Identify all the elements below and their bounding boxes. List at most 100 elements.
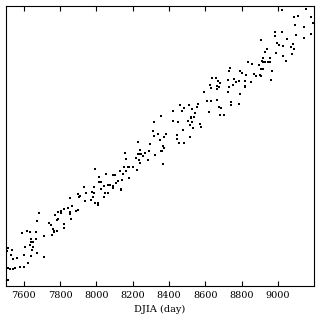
- Point: [273, 29, 278, 35]
- Point: [98, 179, 103, 184]
- Point: [213, 75, 219, 80]
- Point: [221, 113, 227, 118]
- Point: [263, 49, 268, 54]
- Point: [249, 61, 254, 67]
- Point: [28, 242, 33, 247]
- Point: [113, 172, 118, 177]
- Point: [103, 191, 108, 196]
- Point: [101, 195, 106, 200]
- Point: [274, 51, 279, 56]
- Point: [113, 172, 118, 177]
- Point: [151, 120, 156, 125]
- Point: [180, 127, 185, 132]
- Point: [135, 151, 140, 156]
- Point: [123, 157, 128, 162]
- Point: [236, 78, 241, 84]
- Point: [90, 194, 95, 199]
- Point: [209, 75, 214, 80]
- Point: [253, 73, 258, 78]
- Point: [256, 63, 261, 68]
- Point: [67, 210, 72, 215]
- Point: [92, 185, 97, 190]
- Point: [260, 58, 265, 63]
- Point: [83, 198, 88, 204]
- Point: [202, 90, 207, 95]
- Point: [21, 264, 26, 269]
- Point: [243, 84, 248, 90]
- Point: [176, 140, 181, 145]
- Point: [74, 208, 79, 213]
- Point: [25, 261, 30, 266]
- Point: [244, 72, 249, 77]
- Point: [204, 99, 209, 104]
- Point: [181, 105, 187, 110]
- Point: [162, 145, 167, 150]
- Point: [187, 102, 192, 107]
- Point: [214, 97, 220, 102]
- Point: [28, 253, 33, 259]
- Point: [139, 152, 144, 157]
- Point: [124, 168, 129, 173]
- Point: [83, 191, 88, 196]
- Point: [23, 245, 28, 250]
- Point: [4, 249, 10, 254]
- Point: [248, 79, 253, 84]
- Point: [191, 126, 196, 131]
- Point: [127, 175, 132, 180]
- Point: [59, 210, 64, 215]
- Point: [199, 124, 204, 130]
- Point: [10, 267, 15, 272]
- Point: [108, 183, 113, 188]
- Point: [133, 155, 138, 160]
- Point: [36, 211, 42, 216]
- Point: [147, 148, 152, 153]
- Point: [92, 167, 98, 172]
- Point: [161, 143, 166, 148]
- Point: [232, 76, 237, 82]
- Point: [276, 42, 281, 47]
- Point: [29, 239, 34, 244]
- Point: [157, 138, 162, 143]
- Point: [284, 37, 289, 42]
- Point: [280, 30, 285, 35]
- Point: [151, 128, 156, 133]
- Point: [280, 44, 285, 49]
- Point: [68, 196, 73, 201]
- Point: [283, 59, 288, 64]
- Point: [228, 99, 234, 104]
- Point: [229, 103, 234, 108]
- Point: [68, 217, 73, 222]
- Point: [185, 119, 190, 124]
- Point: [110, 183, 116, 188]
- Point: [179, 109, 184, 114]
- Point: [269, 78, 274, 83]
- Point: [18, 265, 23, 270]
- Point: [15, 255, 20, 260]
- Point: [190, 107, 195, 112]
- Point: [34, 230, 39, 235]
- Point: [61, 222, 67, 227]
- Point: [215, 87, 220, 92]
- Point: [236, 101, 241, 106]
- Point: [308, 14, 313, 19]
- Point: [208, 82, 213, 87]
- Point: [161, 144, 166, 149]
- Point: [78, 193, 83, 198]
- Point: [252, 71, 257, 76]
- Point: [245, 59, 251, 64]
- Point: [266, 60, 271, 65]
- Point: [258, 72, 263, 77]
- Point: [207, 109, 212, 115]
- Point: [303, 7, 308, 12]
- Point: [208, 86, 213, 91]
- Point: [226, 68, 231, 73]
- Point: [131, 164, 136, 169]
- Point: [8, 266, 13, 271]
- Point: [101, 183, 106, 188]
- Point: [61, 225, 67, 230]
- Point: [262, 60, 267, 65]
- Point: [96, 175, 101, 180]
- Point: [259, 37, 264, 42]
- Point: [176, 119, 181, 124]
- Point: [8, 252, 13, 258]
